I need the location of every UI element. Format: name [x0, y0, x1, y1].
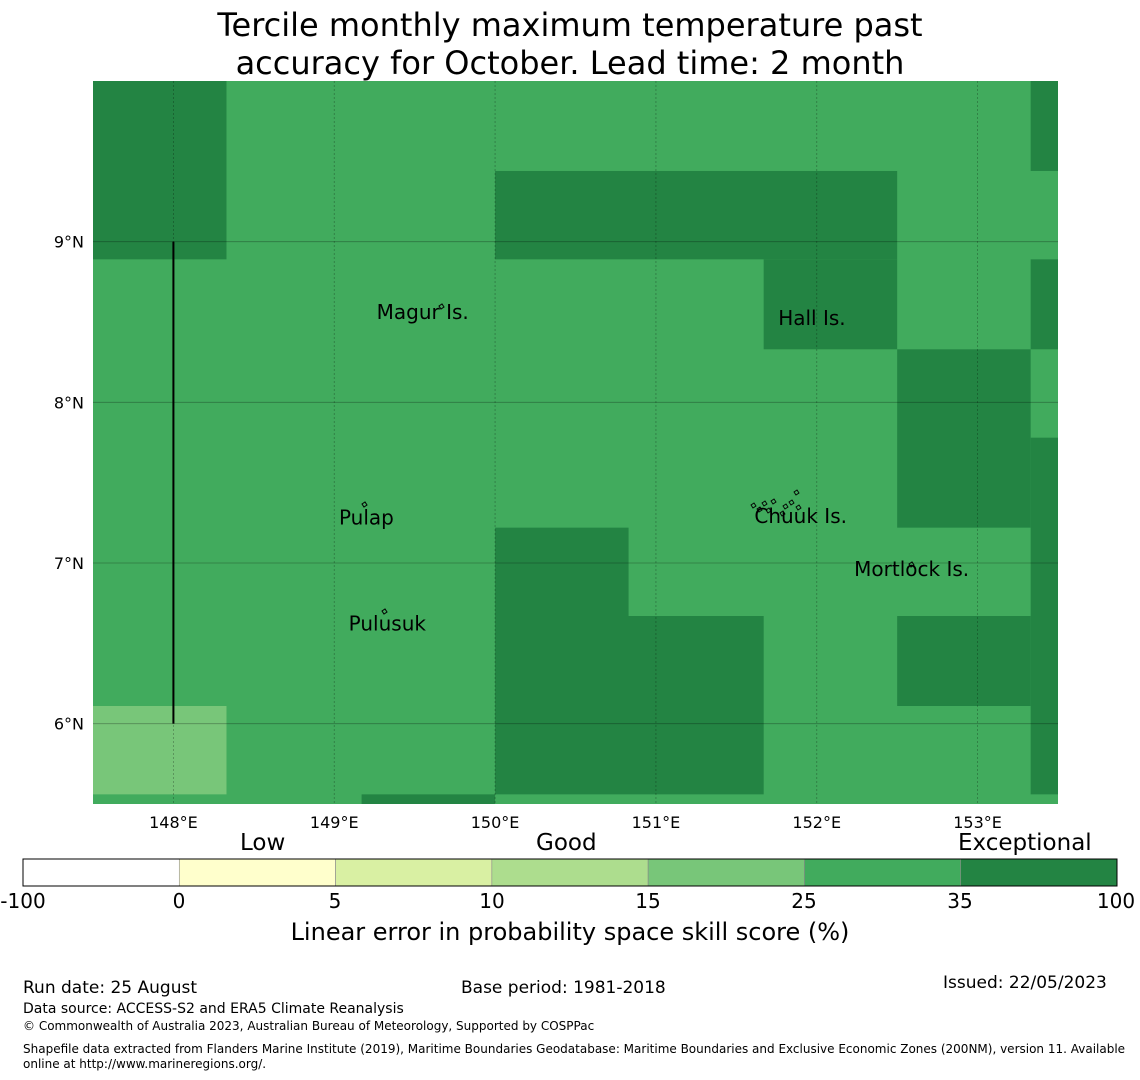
latitude-tick-label: 9°N: [54, 233, 84, 252]
colorbar-swatch: [491, 858, 649, 887]
island-outline: [438, 303, 445, 310]
colorbar-tick-label: 35: [947, 889, 973, 913]
colorbar-swatch: [22, 858, 180, 887]
place-label: Mortlock Is.: [854, 557, 969, 581]
colorbar-swatch: [335, 858, 493, 887]
place-label: Magur Is.: [377, 300, 469, 324]
colorbar-swatch: [647, 858, 805, 887]
colorbar-swatch: [960, 858, 1118, 887]
latitude-tick-label: 8°N: [54, 393, 84, 412]
map-title-line-1: Tercile monthly maximum temperature past: [217, 6, 923, 44]
island-outline: [788, 499, 795, 506]
colorbar-tick-label: 0: [172, 889, 186, 913]
island-outline: [770, 498, 777, 505]
longitude-tick-label: 152°E: [792, 813, 841, 832]
colorbar-tick-label: 15: [635, 889, 661, 913]
shapefile-credit-line-1: Shapefile data extracted from Flanders M…: [23, 1042, 1126, 1056]
issued-date: Issued: 22/05/2023: [943, 973, 1107, 993]
skill-grid-cell: [93, 81, 227, 260]
skill-grid-cell: [361, 794, 496, 804]
island-outline: [793, 489, 800, 496]
longitude-tick-label: 151°E: [632, 813, 681, 832]
map-title-line-2: accuracy for October. Lead time: 2 month: [235, 44, 905, 82]
skill-grid-cell: [763, 259, 898, 350]
latitude-tick-label: 7°N: [54, 554, 84, 573]
latitude-tick-label: 6°N: [54, 715, 84, 734]
colorbar-tick-label: 5: [328, 889, 342, 913]
base-period: Base period: 1981-2018: [461, 978, 666, 998]
longitude-tick-label: 153°E: [953, 813, 1002, 832]
longitude-tick-label: 149°E: [310, 813, 359, 832]
colorbar-tick-label: 100: [1096, 889, 1136, 913]
colorbar-tick-label: 25: [791, 889, 817, 913]
colorbar-swatch: [178, 858, 336, 887]
island-outline: [750, 502, 757, 509]
island-outline: [361, 501, 368, 508]
colorbar-category-good: Good: [536, 830, 597, 856]
place-label: Hall Is.: [778, 306, 845, 330]
run-date: Run date: 25 August: [23, 978, 197, 998]
island-outline: [761, 500, 768, 507]
island-outline: [908, 561, 915, 568]
colorbar-tick-label: 10: [479, 889, 505, 913]
skill-grid-cell: [1030, 259, 1058, 350]
colorbar-category-low: Low: [240, 830, 286, 856]
copyright: © Commonwealth of Australia 2023, Austra…: [23, 1019, 595, 1033]
skill-grid-cell: [897, 616, 1031, 706]
colorbar-frame: [22, 858, 1118, 887]
skill-grid-cell: [495, 616, 764, 795]
place-label: Pulusuk: [349, 611, 427, 635]
place-label: Pulap: [339, 505, 394, 529]
longitude-tick-label: 150°E: [471, 813, 520, 832]
island-outline: [782, 503, 789, 510]
longitude-tick-label: 148°E: [149, 813, 198, 832]
island-outline: [381, 608, 388, 615]
colorbar-label: Linear error in probability space skill …: [290, 918, 850, 946]
skill-grid-cell: [93, 705, 227, 795]
skill-grid-cell: [1030, 81, 1058, 171]
skill-grid-cell: [495, 170, 898, 260]
island-outline: [756, 506, 763, 513]
island-outline: [765, 507, 772, 514]
colorbar-category-exceptional: Exceptional: [958, 830, 1092, 856]
place-label: Chuuk Is.: [754, 504, 847, 528]
island-outline: [779, 510, 786, 517]
shapefile-credit-line-2: online at http://www.marineregions.org/.: [23, 1057, 267, 1071]
island-outline: [795, 504, 802, 511]
skill-grid-cell: [897, 349, 1031, 528]
skill-grid-cell: [495, 527, 629, 617]
data-source: Data source: ACCESS-S2 and ERA5 Climate …: [23, 1001, 404, 1017]
colorbar-swatch: [804, 858, 962, 887]
chuuk-lagoon-islands: [750, 489, 802, 517]
skill-grid-cell: [1030, 437, 1058, 795]
colorbar-tick-label: -100: [0, 889, 46, 913]
